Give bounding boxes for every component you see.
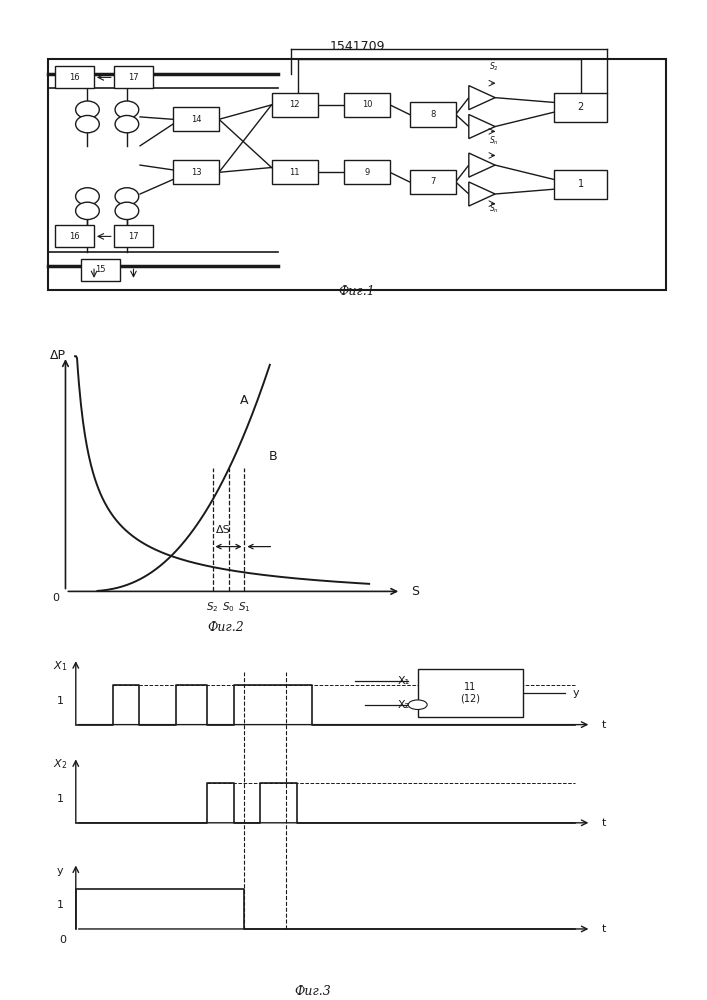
Text: 17: 17	[128, 73, 139, 82]
Text: $S_n$: $S_n$	[489, 202, 498, 215]
Circle shape	[76, 115, 99, 133]
Polygon shape	[469, 182, 495, 206]
Text: 16: 16	[69, 232, 80, 241]
Text: 1: 1	[57, 794, 64, 804]
Text: ΔS: ΔS	[216, 525, 231, 535]
Text: A: A	[240, 394, 249, 408]
Text: 16: 16	[69, 73, 80, 82]
Bar	[114, 66, 153, 88]
Bar	[554, 170, 607, 199]
Text: ΔP: ΔP	[49, 349, 66, 362]
Text: 15: 15	[95, 265, 106, 274]
Circle shape	[76, 202, 99, 220]
Polygon shape	[469, 153, 495, 177]
Text: $S_n$: $S_n$	[489, 135, 498, 147]
Text: $S_1$: $S_1$	[238, 600, 251, 614]
Text: X₂: X₂	[397, 700, 410, 710]
Text: 14: 14	[191, 115, 201, 124]
Circle shape	[76, 101, 99, 118]
Text: $S_0$: $S_0$	[222, 600, 235, 614]
Text: 1: 1	[57, 900, 64, 910]
Bar	[173, 160, 219, 184]
Bar	[114, 225, 153, 247]
Text: $X_2$: $X_2$	[53, 758, 67, 771]
Text: t: t	[602, 720, 606, 730]
Text: $S_2$: $S_2$	[206, 600, 218, 614]
Text: t: t	[602, 924, 606, 934]
Text: 17: 17	[128, 232, 139, 241]
Text: 13: 13	[191, 168, 201, 177]
Bar	[81, 259, 120, 281]
Text: X₁: X₁	[397, 676, 410, 686]
Text: $X_1$: $X_1$	[53, 659, 67, 673]
Text: 0: 0	[52, 593, 59, 603]
Bar	[271, 93, 317, 117]
Text: 0: 0	[59, 935, 66, 945]
Circle shape	[115, 202, 139, 220]
Circle shape	[76, 188, 99, 205]
Text: y: y	[573, 688, 580, 698]
Bar	[271, 160, 317, 184]
Text: Фиг.2: Фиг.2	[207, 621, 244, 634]
Text: B: B	[269, 450, 278, 464]
Bar	[554, 93, 607, 122]
Bar	[54, 225, 94, 247]
Text: $S_2$: $S_2$	[489, 60, 498, 73]
Text: y: y	[57, 866, 64, 876]
Bar	[409, 102, 456, 127]
Polygon shape	[469, 86, 495, 110]
Text: 1541709: 1541709	[329, 40, 385, 53]
Circle shape	[408, 700, 427, 709]
Bar	[173, 107, 219, 131]
Text: 11
(12): 11 (12)	[460, 682, 480, 704]
Bar	[409, 170, 456, 194]
Text: 11: 11	[289, 168, 300, 177]
Circle shape	[115, 101, 139, 118]
Text: Фиг.3: Фиг.3	[294, 985, 331, 998]
Polygon shape	[469, 114, 495, 139]
Text: Фиг.1: Фиг.1	[339, 285, 375, 298]
Text: 1: 1	[57, 696, 64, 706]
Bar	[344, 160, 390, 184]
Bar	[54, 66, 94, 88]
Text: 7: 7	[430, 177, 436, 186]
Text: 8: 8	[430, 110, 436, 119]
Circle shape	[115, 188, 139, 205]
Text: 10: 10	[362, 100, 372, 109]
Text: 1: 1	[578, 179, 584, 189]
Circle shape	[115, 115, 139, 133]
Text: 2: 2	[578, 102, 584, 112]
Bar	[344, 93, 390, 117]
Text: S: S	[411, 585, 419, 598]
Text: t: t	[602, 818, 606, 828]
Bar	[418, 669, 523, 717]
Text: 9: 9	[364, 168, 370, 177]
Bar	[48, 59, 666, 290]
Text: 12: 12	[289, 100, 300, 109]
